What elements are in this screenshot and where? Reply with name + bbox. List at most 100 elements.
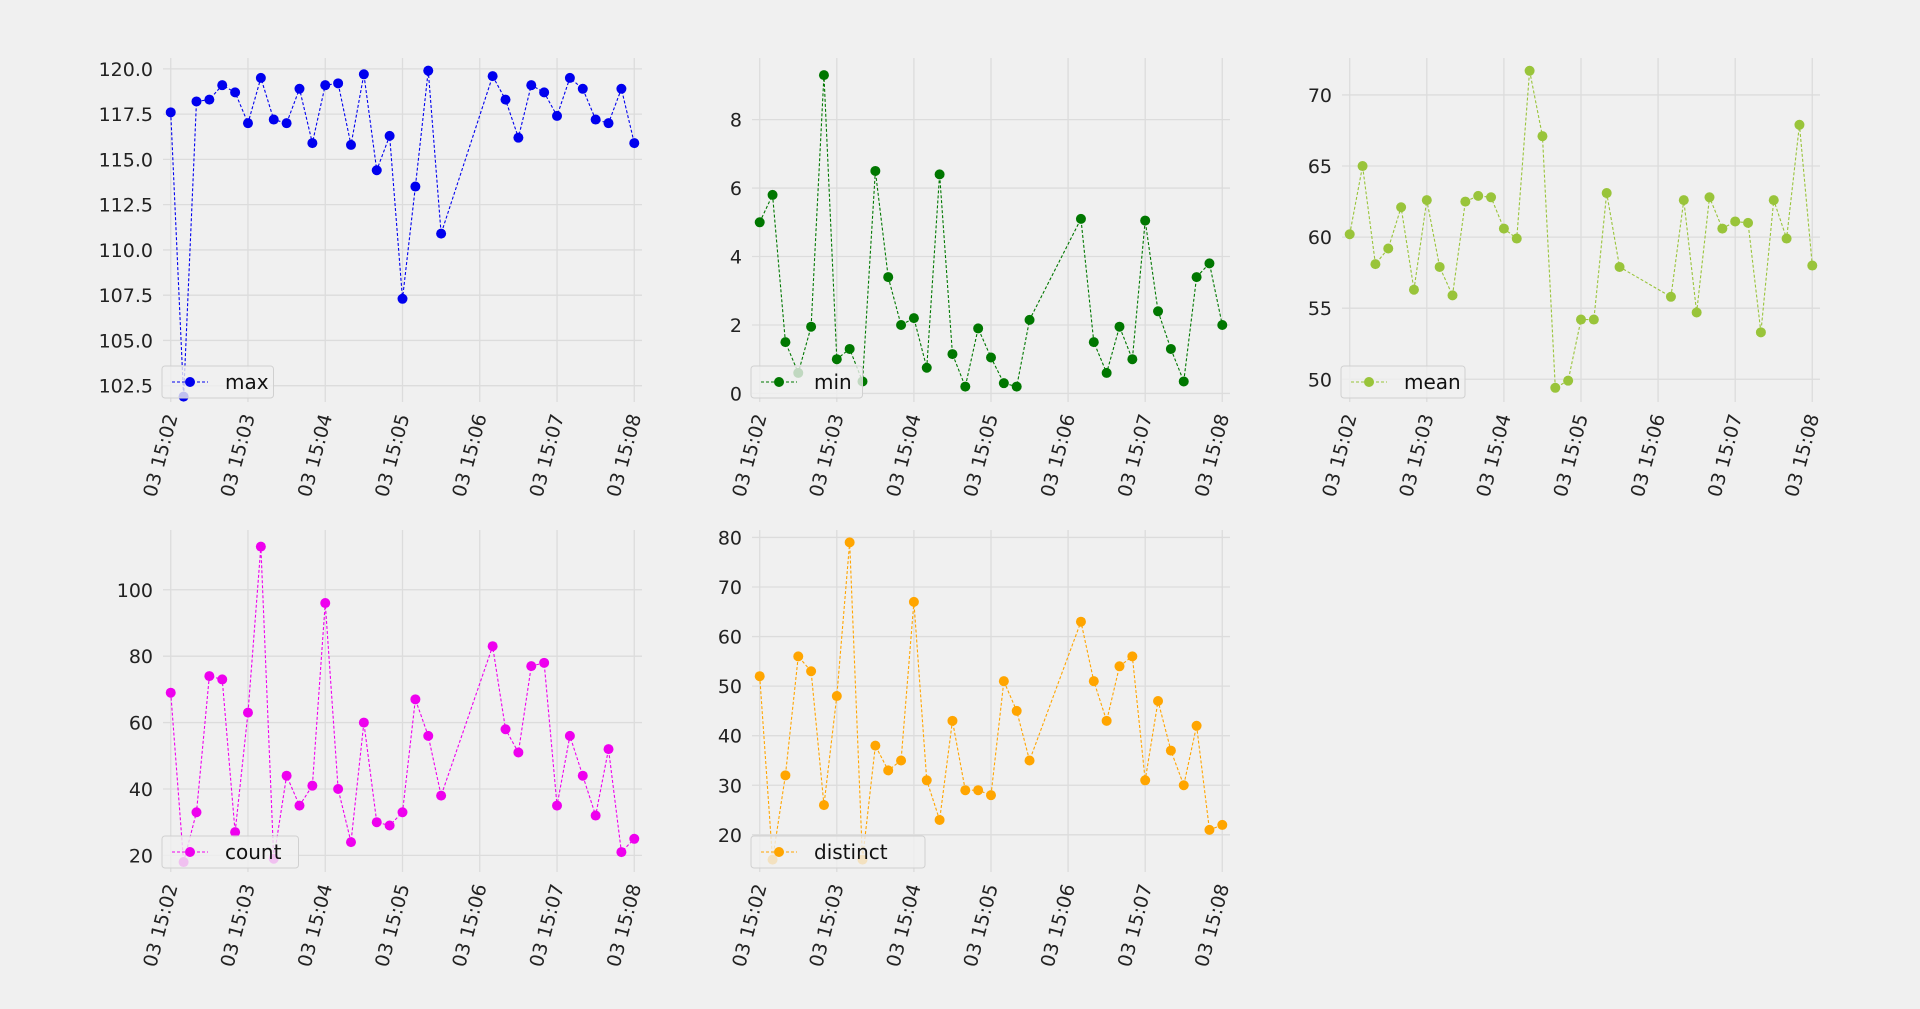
- y-tick-label: 100: [117, 580, 153, 602]
- y-tick-label: 55: [1308, 298, 1332, 320]
- data-point: [1217, 819, 1228, 830]
- data-point: [1511, 233, 1522, 244]
- data-point: [165, 107, 176, 118]
- x-tick-label: 03 15:04: [294, 882, 337, 970]
- data-point: [1153, 306, 1164, 317]
- data-point: [1357, 161, 1368, 172]
- data-point: [358, 717, 369, 728]
- data-point: [921, 362, 932, 373]
- data-point: [307, 138, 318, 149]
- data-point: [1447, 290, 1458, 301]
- data-point: [577, 83, 588, 94]
- data-point: [603, 118, 614, 129]
- y-tick-label: 4: [730, 247, 742, 269]
- data-point: [1601, 188, 1612, 199]
- x-tick-label: 03 15:07: [1704, 412, 1747, 500]
- y-tick-label: 115.0: [99, 149, 153, 171]
- data-point: [1743, 217, 1754, 228]
- data-point: [333, 78, 344, 89]
- x-tick-label: 03 15:06: [1037, 412, 1080, 500]
- data-point: [526, 80, 537, 91]
- data-point: [1383, 243, 1394, 254]
- legend-marker: [774, 377, 784, 387]
- x-tick-label: 03 15:03: [217, 882, 260, 970]
- x-tick-label: 03 15:07: [526, 412, 569, 500]
- data-point: [320, 598, 331, 609]
- data-point: [539, 657, 550, 668]
- x-tick-label: 03 15:08: [1781, 412, 1824, 500]
- data-point: [1344, 229, 1355, 240]
- data-point: [1665, 291, 1676, 302]
- y-tick-label: 40: [129, 779, 153, 801]
- x-tick-label: 03 15:07: [526, 882, 569, 970]
- data-point: [1127, 651, 1138, 662]
- y-tick-label: 40: [718, 726, 742, 748]
- data-point: [986, 352, 996, 363]
- x-tick-label: 03 15:08: [1191, 412, 1234, 500]
- data-point: [1588, 314, 1599, 325]
- legend-marker: [185, 377, 195, 387]
- data-point: [217, 674, 228, 685]
- y-tick-label: 120.0: [99, 59, 153, 81]
- data-point: [1140, 215, 1151, 226]
- chart-panel-distinct: 20 30 40 50 60 70 80 03 15:02 03 15:03 03 15:04 03…: [718, 527, 1234, 969]
- data-point: [1011, 705, 1022, 716]
- data-point: [1370, 259, 1381, 270]
- x-tick-label: 03 15:02: [139, 882, 182, 970]
- data-point: [1486, 192, 1497, 203]
- data-point: [410, 181, 421, 192]
- x-tick-label: 03 15:05: [960, 882, 1003, 970]
- x-tick-label: 03 15:03: [805, 412, 848, 500]
- data-point: [384, 820, 395, 831]
- series-line-distinct: [759, 542, 1223, 860]
- data-point: [165, 687, 176, 698]
- y-tick-label: 112.5: [99, 195, 153, 217]
- data-point: [1011, 381, 1022, 392]
- x-tick-label: 03 15:02: [728, 412, 771, 500]
- data-point: [1794, 119, 1805, 130]
- data-point: [1408, 284, 1419, 295]
- data-point: [844, 537, 855, 548]
- legend-label: min: [814, 370, 852, 394]
- legend-marker: [774, 847, 784, 857]
- data-point: [1191, 272, 1202, 283]
- data-point: [1614, 261, 1625, 272]
- y-tick-label: 8: [730, 110, 742, 132]
- data-point: [870, 740, 881, 751]
- x-tick-label: 03 15:02: [1318, 412, 1361, 500]
- data-point: [423, 65, 434, 76]
- data-point: [320, 80, 331, 91]
- data-point: [242, 118, 253, 129]
- data-point: [242, 707, 253, 718]
- data-point: [552, 800, 563, 811]
- data-point: [230, 827, 241, 838]
- data-point: [1498, 223, 1509, 234]
- data-point: [268, 114, 279, 125]
- data-point: [1075, 616, 1086, 627]
- y-tick-label: 117.5: [99, 104, 153, 126]
- data-point: [564, 730, 575, 741]
- data-point: [204, 94, 215, 105]
- legend-box: [750, 365, 863, 399]
- data-point: [831, 354, 842, 365]
- data-point: [870, 165, 881, 176]
- data-point: [1473, 190, 1484, 201]
- y-tick-label: 0: [730, 383, 742, 405]
- data-point: [973, 323, 984, 334]
- y-tick-label: 20: [129, 845, 153, 867]
- data-point: [1127, 354, 1138, 365]
- legend-box: [161, 365, 274, 399]
- data-point: [629, 138, 640, 149]
- data-point: [883, 765, 894, 776]
- data-point: [1178, 780, 1189, 791]
- data-point: [603, 744, 614, 755]
- data-point: [1576, 314, 1586, 325]
- data-point: [998, 378, 1009, 389]
- y-tick-label: 70: [1308, 85, 1332, 107]
- x-tick-label: 03 15:08: [603, 882, 646, 970]
- x-tick-label: 03 15:04: [1472, 412, 1515, 500]
- data-point: [934, 814, 945, 825]
- data-point: [1204, 824, 1215, 835]
- data-point: [410, 694, 421, 705]
